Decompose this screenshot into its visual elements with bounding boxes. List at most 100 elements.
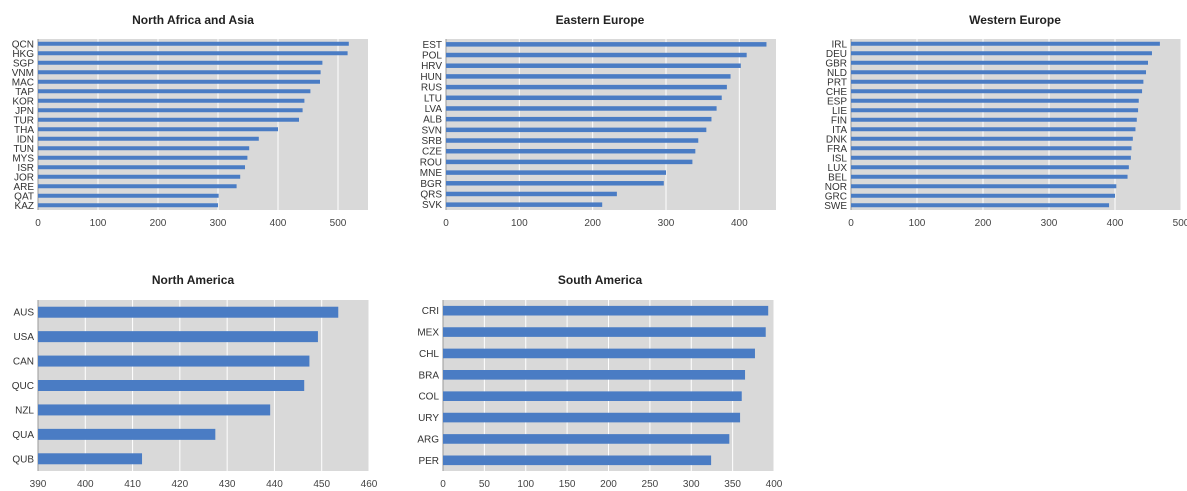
category-label: CRI xyxy=(422,306,439,317)
category-label: NLD xyxy=(827,68,847,79)
bar-aus xyxy=(38,306,339,318)
category-label: ARE xyxy=(13,182,34,193)
bar-lux xyxy=(851,165,1129,170)
category-label: ROU xyxy=(420,157,442,168)
x-tick-label: 300 xyxy=(1041,218,1058,229)
category-label: GRC xyxy=(825,191,847,202)
plot-background xyxy=(38,39,368,210)
bar-tha xyxy=(38,127,278,132)
bar-qrs xyxy=(446,191,617,197)
x-tick-label: 0 xyxy=(35,218,41,229)
chart-eastern-europe: ESTPOLHRVHUNRUSLTULVAALBSVNSRBCZEROUMNEB… xyxy=(420,13,776,229)
category-label: ITA xyxy=(832,125,847,136)
category-label: SWE xyxy=(824,201,847,212)
category-label: HUN xyxy=(420,72,442,83)
x-tick-label: 100 xyxy=(909,218,926,229)
category-label: VNM xyxy=(12,68,34,79)
x-tick-label: 100 xyxy=(517,479,534,490)
category-label: KAZ xyxy=(15,201,34,212)
bar-lie xyxy=(851,108,1139,113)
plot-background xyxy=(851,39,1181,210)
bar-ltu xyxy=(446,95,722,101)
category-label: LVA xyxy=(425,104,443,115)
bar-fin xyxy=(851,117,1137,122)
bar-mys xyxy=(38,155,248,160)
category-label: ALB xyxy=(423,115,442,126)
x-tick-label: 300 xyxy=(683,479,700,490)
x-tick-label: 200 xyxy=(584,218,601,229)
bar-mex xyxy=(443,327,766,337)
bar-tun xyxy=(38,146,250,151)
category-label: COL xyxy=(418,392,439,403)
category-label: BEL xyxy=(828,172,847,183)
bar-kor xyxy=(38,98,305,103)
bar-rus xyxy=(446,84,727,90)
category-label: BGR xyxy=(420,179,442,190)
x-tick-label: 0 xyxy=(443,218,449,229)
bar-prt xyxy=(851,79,1144,84)
category-label: CHE xyxy=(826,87,847,98)
category-label: QRS xyxy=(420,189,442,200)
category-label: QUA xyxy=(12,430,34,441)
category-label: SRB xyxy=(421,136,442,147)
category-label: CAN xyxy=(13,357,34,368)
bar-pol xyxy=(446,52,747,58)
bar-jor xyxy=(38,174,241,179)
bar-gbr xyxy=(851,60,1148,65)
chart-south-america: CRI MEX CHL BRA COL URY ARG PER 0 50 100 150 200 250 3… xyxy=(417,273,782,490)
bar-dnk xyxy=(851,136,1133,141)
bar-esp xyxy=(851,98,1139,103)
x-tick-label: 200 xyxy=(975,218,992,229)
category-label: QUC xyxy=(12,381,34,392)
x-tick-label: 200 xyxy=(150,218,167,229)
x-tick-label: 400 xyxy=(270,218,287,229)
bar-svk xyxy=(446,202,603,207)
category-label: DEU xyxy=(826,49,847,60)
bar-fra xyxy=(851,146,1132,151)
bar-chl xyxy=(443,348,755,359)
category-label: URY xyxy=(418,413,439,424)
category-label: JPN xyxy=(15,106,34,117)
category-label: JOR xyxy=(14,172,34,183)
category-label: NZL xyxy=(15,405,34,416)
category-label: ESP xyxy=(827,96,847,107)
category-label: TUR xyxy=(13,115,34,126)
x-tick-label: 400 xyxy=(77,479,94,490)
category-label: BRA xyxy=(418,370,439,381)
bar-rou xyxy=(446,159,693,165)
x-tick-label: 460 xyxy=(361,479,378,490)
bar-tap xyxy=(38,89,311,94)
category-label: LTU xyxy=(424,93,442,104)
x-tick-label: 350 xyxy=(724,479,741,490)
bar-nzl xyxy=(38,404,271,416)
category-label: IRL xyxy=(831,39,847,50)
category-label: LIE xyxy=(832,106,847,117)
category-label: SVK xyxy=(422,200,442,211)
category-label: THA xyxy=(14,125,34,136)
x-tick-label: 430 xyxy=(219,479,236,490)
bar-bgr xyxy=(446,181,664,186)
category-label: PER xyxy=(418,456,439,467)
bar-are xyxy=(38,184,237,189)
x-tick-label: 500 xyxy=(330,218,347,229)
category-label: MYS xyxy=(12,153,34,164)
category-label: FIN xyxy=(831,115,847,126)
bar-ita xyxy=(851,127,1136,132)
chart-title: North Africa and Asia xyxy=(132,13,254,27)
chart-north-africa-and-asia: QCNHKGSGPVNMMACTAPKORJPNTURTHAIDNTUNMYSI… xyxy=(12,13,368,229)
category-label: USA xyxy=(13,332,34,343)
category-label: CZE xyxy=(422,147,442,158)
bar-isr xyxy=(38,165,245,170)
bar-jpn xyxy=(38,108,303,113)
bar-srb xyxy=(446,138,699,143)
category-label: MEX xyxy=(417,328,439,339)
bar-idn xyxy=(38,136,259,141)
bar-ury xyxy=(443,412,741,423)
bar-can xyxy=(38,355,310,367)
category-label: KOR xyxy=(12,96,34,107)
category-label: RUS xyxy=(421,83,442,94)
x-tick-label: 400 xyxy=(766,479,783,490)
bar-kaz xyxy=(38,203,218,208)
x-tick-label: 500 xyxy=(1173,218,1187,229)
